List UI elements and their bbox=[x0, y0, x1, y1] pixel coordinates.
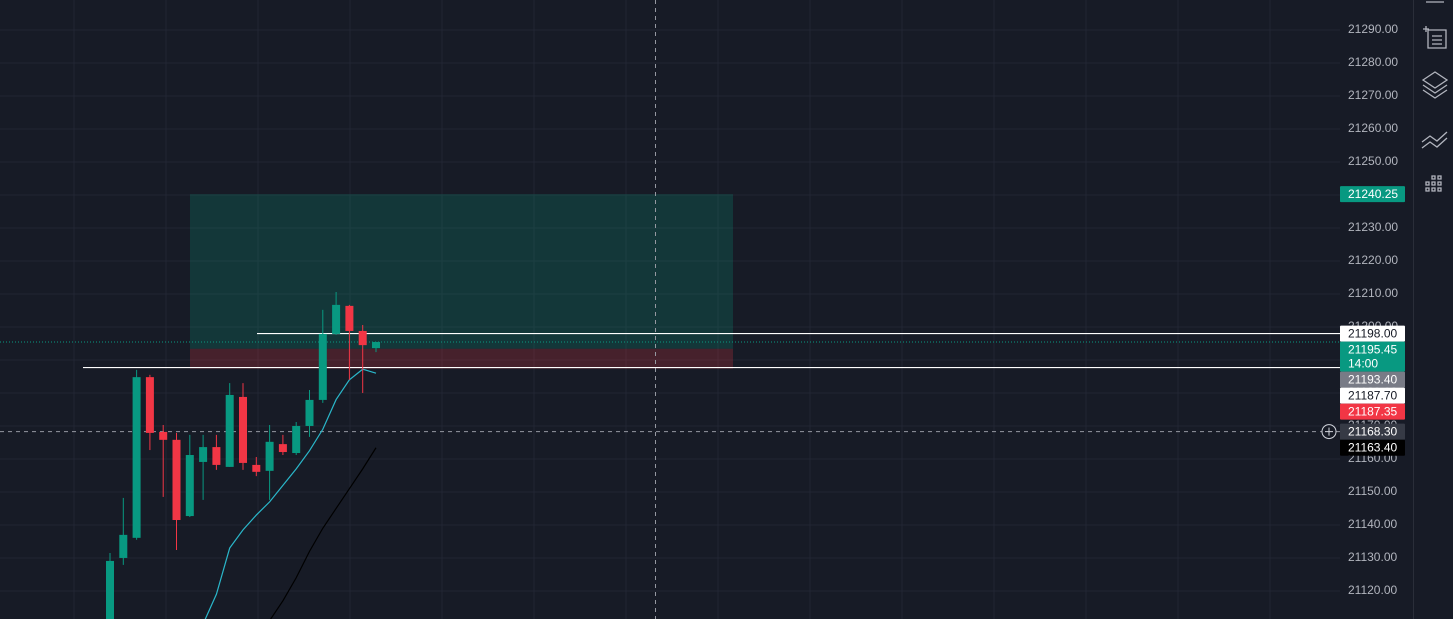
candle-body bbox=[318, 333, 327, 400]
price-label-box bbox=[1340, 439, 1405, 456]
price-label: 21187.70 bbox=[1348, 388, 1397, 402]
price-label-box bbox=[1340, 186, 1405, 203]
candle-body bbox=[132, 377, 141, 538]
candle-body bbox=[332, 304, 341, 334]
price-label: 21195.45 bbox=[1348, 342, 1397, 356]
price-label: 21163.40 bbox=[1348, 440, 1397, 454]
candle-body bbox=[145, 377, 154, 433]
target-zone bbox=[190, 194, 733, 349]
candle-body bbox=[239, 396, 247, 463]
y-tick-label: 21220.00 bbox=[1348, 253, 1398, 267]
candle-body bbox=[119, 534, 128, 558]
y-tick-label: 21140.00 bbox=[1348, 517, 1397, 531]
candle-body bbox=[185, 455, 194, 517]
candle-body bbox=[305, 399, 314, 426]
candle-body bbox=[358, 330, 367, 346]
y-tick-label: 21300.00 bbox=[1348, 0, 1398, 3]
layers-icon[interactable] bbox=[1421, 71, 1449, 99]
price-axis: 21120.0021130.0021140.0021150.0021160.00… bbox=[1321, 0, 1405, 597]
candle-body bbox=[212, 447, 221, 465]
y-tick-label: 21270.00 bbox=[1348, 88, 1398, 102]
y-tick-label: 21250.00 bbox=[1348, 154, 1398, 168]
candle-body bbox=[172, 439, 181, 521]
candle-body bbox=[278, 444, 287, 453]
price-label: 21198.00 bbox=[1348, 326, 1397, 340]
y-tick-label: 21210.00 bbox=[1348, 286, 1398, 300]
plot bbox=[0, 0, 1340, 619]
countdown-label: 14:00 bbox=[1348, 356, 1378, 370]
y-tick-label: 21280.00 bbox=[1348, 55, 1398, 69]
price-label-box bbox=[1340, 371, 1405, 388]
price-label-box bbox=[1340, 387, 1405, 404]
stop-zone bbox=[190, 348, 733, 369]
price-label-box bbox=[1340, 403, 1405, 420]
grid bbox=[0, 0, 1340, 619]
candle-body bbox=[372, 342, 380, 349]
indicators-icon[interactable] bbox=[1421, 131, 1448, 149]
add-alert-icon bbox=[1325, 427, 1333, 436]
y-tick-label: 21290.00 bbox=[1348, 22, 1398, 36]
price-label: 21187.35 bbox=[1348, 404, 1397, 418]
candle-body bbox=[199, 447, 208, 462]
price-label-box bbox=[1340, 325, 1405, 342]
candle-body bbox=[252, 464, 261, 472]
price-label-box bbox=[1340, 423, 1405, 440]
y-tick-label: 21230.00 bbox=[1348, 220, 1398, 234]
candle-body bbox=[345, 305, 354, 331]
y-tick-label: 21260.00 bbox=[1348, 121, 1398, 135]
candle-body bbox=[292, 425, 301, 454]
y-tick-label: 21150.00 bbox=[1348, 484, 1397, 498]
apps-icon[interactable] bbox=[1425, 175, 1442, 192]
y-tick-label: 21130.00 bbox=[1348, 550, 1397, 564]
candle-body bbox=[106, 560, 114, 619]
moving-average bbox=[204, 368, 377, 619]
toolbar bbox=[1421, 1, 1449, 192]
candle-body bbox=[265, 441, 274, 471]
y-tick-label: 21120.00 bbox=[1348, 583, 1397, 597]
price-label: 21168.30 bbox=[1348, 424, 1397, 438]
moving-average bbox=[269, 447, 377, 619]
price-label: 21193.40 bbox=[1348, 372, 1397, 386]
candle-body bbox=[225, 394, 234, 467]
watchlist-icon[interactable] bbox=[1423, 26, 1447, 49]
candle-body bbox=[159, 431, 168, 440]
price-label: 21240.25 bbox=[1348, 187, 1398, 201]
price-label-box bbox=[1340, 341, 1405, 372]
